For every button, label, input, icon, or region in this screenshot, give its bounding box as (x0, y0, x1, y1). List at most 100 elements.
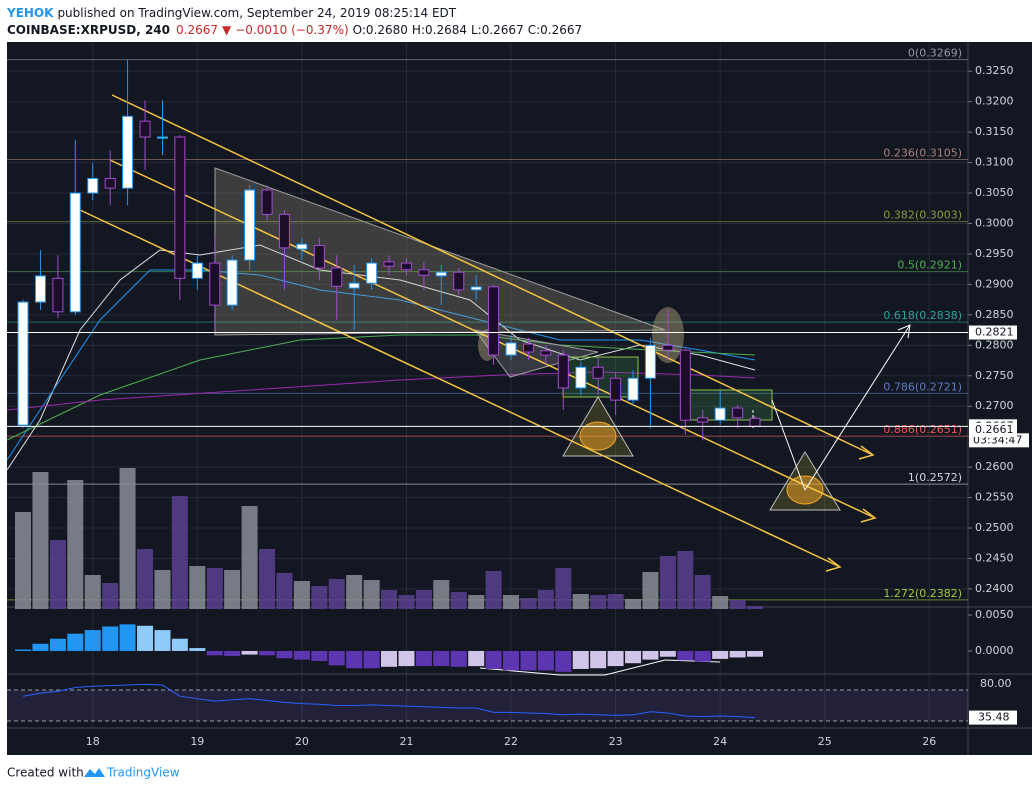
macd-bar (450, 650, 467, 667)
rsi-tag: 35.48 (978, 711, 1010, 724)
volume-bar (746, 606, 763, 609)
arrow-line (771, 399, 806, 491)
fib-label: 0.236(0.3105) (883, 147, 962, 160)
x-tick-label: 24 (713, 735, 727, 748)
candle-body (679, 349, 691, 421)
macd-bar (102, 626, 119, 651)
y-tick-label: 0.2900 (975, 277, 1014, 290)
candle-body (714, 407, 726, 421)
x-tick-label: 18 (86, 735, 100, 748)
candle-body (644, 344, 656, 379)
macd-bar (328, 650, 345, 666)
macd-bar (746, 650, 763, 657)
y-tick-label: 0.0050 (975, 608, 1014, 621)
candle-body (209, 262, 221, 306)
volume-bar (677, 551, 694, 609)
macd-bar (84, 630, 101, 651)
price-tag-bg (969, 422, 1017, 437)
change: −0.0010 (−0.37%) (235, 23, 348, 37)
macd-bar (293, 650, 310, 660)
macd-bar (259, 650, 276, 656)
y-tick-label: 0.3200 (975, 95, 1014, 108)
candle-body (87, 177, 99, 194)
volume-bar (276, 573, 293, 609)
candle-body (627, 377, 639, 401)
candle-body (296, 243, 308, 250)
author: YEHOK (6, 6, 54, 20)
footer-created: Created with (7, 766, 84, 780)
y-tick-label: 0.2450 (975, 551, 1014, 564)
x-tick-label: 22 (504, 735, 518, 748)
volume-bar (729, 600, 746, 609)
candle-body (522, 343, 534, 353)
symbol-line: COINBASE:XRPUSD, 240 0.2667 ▼ −0.0010 (−0.3… (7, 23, 582, 37)
macd-bar (694, 650, 711, 662)
macd-bar (14, 649, 31, 651)
y-tick-label: 0.2600 (975, 460, 1014, 473)
candle-body (697, 417, 709, 423)
macd-bar (520, 650, 537, 671)
macd-bar (206, 650, 223, 656)
macd-bar (625, 650, 642, 664)
low: L:0.2667 (471, 23, 524, 37)
y-tick-label: 0.3250 (975, 64, 1014, 77)
volume-bar (659, 556, 676, 609)
macd-bar (32, 643, 49, 651)
y-tick-label: 0.2950 (975, 247, 1014, 260)
macd-bar (607, 650, 624, 667)
arrow-head (858, 445, 875, 460)
y-tick-label: 0.2400 (975, 582, 1014, 595)
candle-body (470, 286, 482, 291)
fib-label: 0.886(0.2651) (883, 423, 962, 436)
ma-blue (6, 269, 756, 461)
ma-green (6, 334, 756, 441)
candle-body (400, 262, 412, 271)
candle-body (540, 350, 552, 356)
volume-bar (450, 592, 467, 609)
candle-body (52, 277, 64, 313)
candle-body (383, 261, 395, 267)
candle-body (191, 262, 203, 279)
macd-bar (642, 650, 659, 660)
x-tick-label: 21 (399, 735, 413, 748)
y-tick-label: 0.2800 (975, 338, 1014, 351)
volume-bar (14, 512, 31, 609)
ma-white (6, 244, 756, 471)
macd-bar (224, 650, 241, 657)
candle-body (435, 271, 447, 277)
volume-bar (171, 496, 188, 609)
volume-bar (572, 594, 589, 609)
fib-label: 0.5(0.2921) (897, 259, 962, 272)
divergence-line (479, 659, 666, 676)
volume-bar (84, 575, 101, 609)
y-tick-label: 0.3000 (975, 217, 1014, 230)
macd-bar (67, 633, 84, 651)
price-tag: 0.2661 (975, 423, 1014, 436)
macd-bar (346, 650, 363, 669)
candle-body (34, 275, 46, 303)
circle-yellow (579, 421, 617, 451)
candle-body (348, 282, 360, 289)
candle-body (662, 344, 674, 351)
volume-bar (485, 571, 502, 609)
candle-body (174, 136, 186, 279)
price-tag-bg (969, 325, 1017, 340)
rsi-band (7, 690, 968, 721)
volume-bar (119, 468, 136, 609)
divergence-line (664, 659, 721, 663)
candle-body (139, 120, 151, 138)
candle-body (610, 377, 622, 401)
y-tick-label: 80.00 (980, 677, 1012, 690)
candle-body (313, 244, 325, 269)
x-tick-label: 26 (922, 735, 936, 748)
trend-line (111, 94, 874, 456)
macd-bar (659, 650, 676, 657)
candle-body (69, 192, 81, 313)
y-tick-label: 0.0000 (975, 644, 1014, 657)
rsi-tag-bg (969, 710, 1017, 725)
macd-bar (119, 624, 136, 651)
y-tick-label: 0.2750 (975, 369, 1014, 382)
macd-bar (415, 650, 432, 667)
volume-bar (67, 480, 84, 609)
